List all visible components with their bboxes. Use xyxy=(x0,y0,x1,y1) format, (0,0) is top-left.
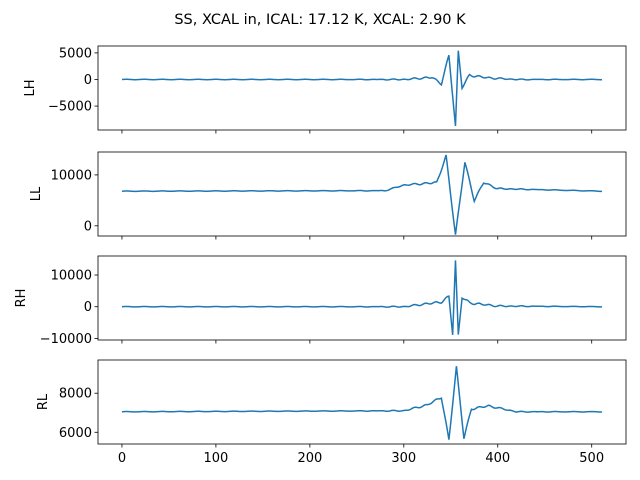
axes-frame-rh xyxy=(97,255,627,341)
x-tick-label: 400 xyxy=(485,451,510,466)
series-line-lh xyxy=(121,50,603,127)
x-tick-label: 200 xyxy=(297,451,322,466)
y-axis-label: LH xyxy=(23,79,38,96)
axes-frame-ll xyxy=(97,151,627,237)
x-tick-label: 300 xyxy=(391,451,416,466)
y-tick-label: 0 xyxy=(84,300,92,315)
y-axis-label: RL xyxy=(36,393,51,410)
y-tick-label: −10000 xyxy=(40,332,92,347)
x-tick-label: 0 xyxy=(118,451,126,466)
y-tick-label: 5000 xyxy=(59,46,92,61)
subplot-ll: 0 10000 LL xyxy=(29,151,627,240)
subplot-rh: −10000 0 10000 RH xyxy=(14,255,627,347)
x-tick-label: 100 xyxy=(203,451,228,466)
subplots: −500005000LH010000LL−10000010000RH600080… xyxy=(14,45,627,466)
y-tick-label: 6000 xyxy=(59,426,92,441)
figure-suptitle: SS, XCAL in, ICAL: 17.12 K, XCAL: 2.90 K xyxy=(174,12,466,28)
y-tick-label: 8000 xyxy=(59,387,92,402)
y-axis-label: LL xyxy=(29,186,44,201)
series-line-rl xyxy=(121,366,603,440)
y-tick-label: 0 xyxy=(84,73,92,88)
series-line-ll xyxy=(121,154,603,235)
y-tick-label: 10000 xyxy=(51,168,92,183)
y-axis-label: RH xyxy=(14,289,29,308)
y-tick-label: −5000 xyxy=(48,100,92,115)
axes-frame-rl xyxy=(97,359,627,445)
y-tick-label: 10000 xyxy=(51,269,92,284)
axes-frame-lh xyxy=(97,45,627,131)
series-line-rh xyxy=(121,260,603,335)
subplot-rl: 6000 8000 RL 0 100 200 300 400 500 xyxy=(36,359,627,466)
y-tick-label: 0 xyxy=(84,219,92,234)
subplot-lh: −5000 0 5000 LH xyxy=(23,45,627,134)
x-tick-label: 500 xyxy=(579,451,604,466)
